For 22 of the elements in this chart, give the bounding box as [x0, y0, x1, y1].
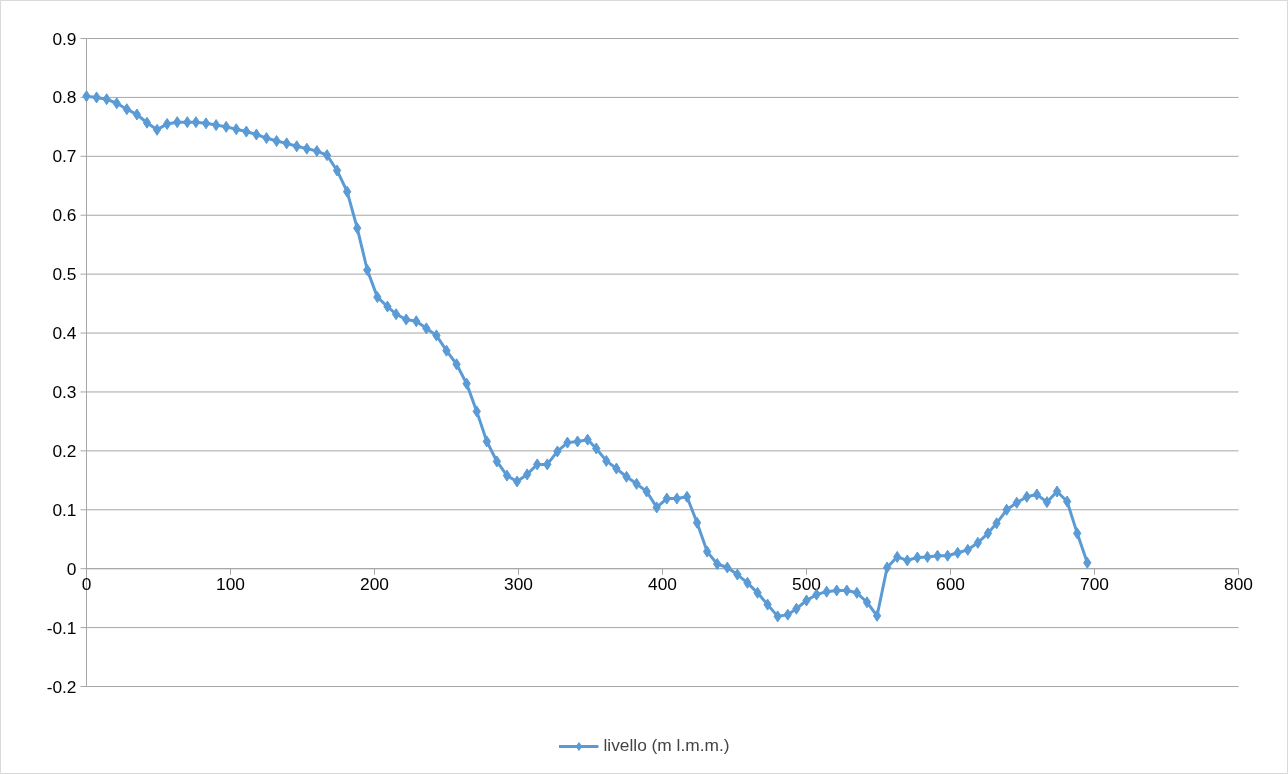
x-tick-label: 300: [504, 573, 533, 594]
y-tick-label: 0: [66, 558, 77, 579]
x-tick-label: 100: [216, 573, 245, 594]
x-tick-label: 600: [936, 573, 965, 594]
y-tick-label: 0.2: [52, 440, 77, 461]
x-tick-label: 200: [360, 573, 389, 594]
y-tick-label: 0.9: [52, 28, 77, 49]
legend-label: livello (m l.m.m.): [603, 735, 730, 756]
y-tick-label: 0.6: [52, 205, 77, 226]
y-tick-label: -0.2: [46, 676, 77, 697]
y-tick-label: 0.3: [52, 381, 77, 402]
x-tick-label: 400: [648, 573, 677, 594]
x-tick-label: 500: [792, 573, 821, 594]
y-tick-label: 0.8: [52, 87, 77, 108]
x-tick-label: 0: [81, 573, 92, 594]
y-tick-label: 0.5: [52, 264, 77, 285]
y-tick-label: 0.1: [52, 499, 77, 520]
y-tick-label: 0.4: [52, 323, 77, 344]
y-tick-label: -0.1: [46, 617, 77, 638]
x-tick-label: 800: [1224, 573, 1253, 594]
x-tick-label: 700: [1080, 573, 1109, 594]
y-tick-label: 0.7: [52, 146, 77, 167]
